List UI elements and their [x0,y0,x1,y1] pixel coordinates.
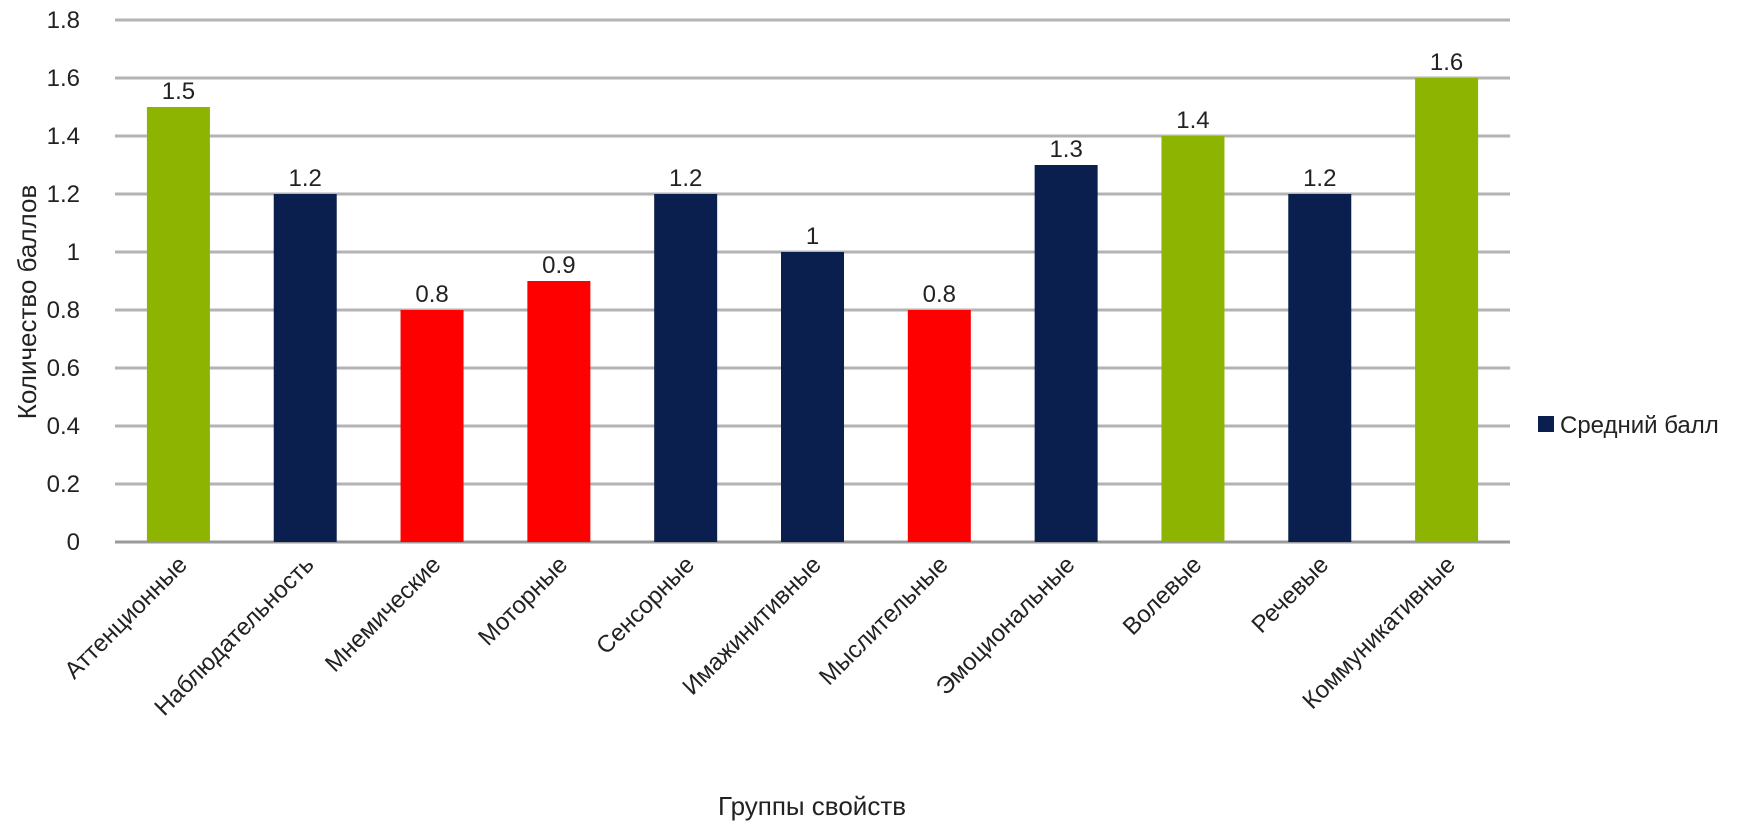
x-tick-label: Мыслительные [814,551,954,691]
y-tick-label: 1.2 [47,181,80,208]
bar [1415,78,1479,542]
bar [1288,194,1352,542]
data-label: 0.8 [415,281,448,308]
legend: Средний балл [1538,412,1719,439]
data-label: 1.6 [1430,49,1463,76]
bar [400,310,464,542]
bar [781,252,844,542]
bar [1161,136,1225,542]
data-label: 1.2 [1303,165,1336,192]
data-label: 0.9 [542,252,575,279]
y-axis-ticks: 0 0.2 0.4 0.6 0.8 1 1.2 1.4 1.6 1.8 [47,7,80,556]
y-tick-label: 0.8 [47,297,80,324]
x-tick-label: Мнемические [320,551,446,677]
bar [273,194,337,542]
y-tick-label: 1 [67,239,80,266]
data-label: 1.3 [1049,136,1082,163]
bar [527,281,591,542]
x-tick-label: Сенсорные [591,551,700,660]
bars [146,78,1479,542]
x-tick-label: Моторные [473,551,573,651]
x-tick-label: Волевые [1118,551,1207,640]
y-axis-title: Количество баллов [12,185,42,420]
bar [146,107,210,542]
data-label: 1.5 [162,78,195,105]
y-tick-label: 0.2 [47,471,80,498]
bar [907,310,971,542]
x-axis-title: Группы свойств [718,791,906,821]
bar [1034,165,1098,542]
bar [654,194,718,542]
x-tick-label: Аттенционные [59,551,192,684]
data-label: 1.4 [1176,107,1209,134]
y-tick-label: 0 [67,529,80,556]
data-label: 1 [806,223,819,250]
data-label: 1.2 [289,165,322,192]
x-tick-label: Речевые [1247,551,1334,638]
y-tick-label: 0.4 [47,413,80,440]
y-tick-label: 1.6 [47,65,80,92]
x-tick-label: Имажинитивные [677,551,826,700]
y-tick-label: 0.6 [47,355,80,382]
y-tick-label: 1.8 [47,7,80,34]
data-labels: 1.5 1.2 0.8 0.9 1.2 1 0.8 1.3 1.4 1.2 1.6 [162,49,1464,308]
data-label: 0.8 [923,281,956,308]
legend-swatch [1538,416,1554,432]
legend-label: Средний балл [1560,412,1719,439]
x-tick-label: Эмоциональные [931,551,1080,700]
data-label: 1.2 [669,165,702,192]
y-tick-label: 1.4 [47,123,80,150]
